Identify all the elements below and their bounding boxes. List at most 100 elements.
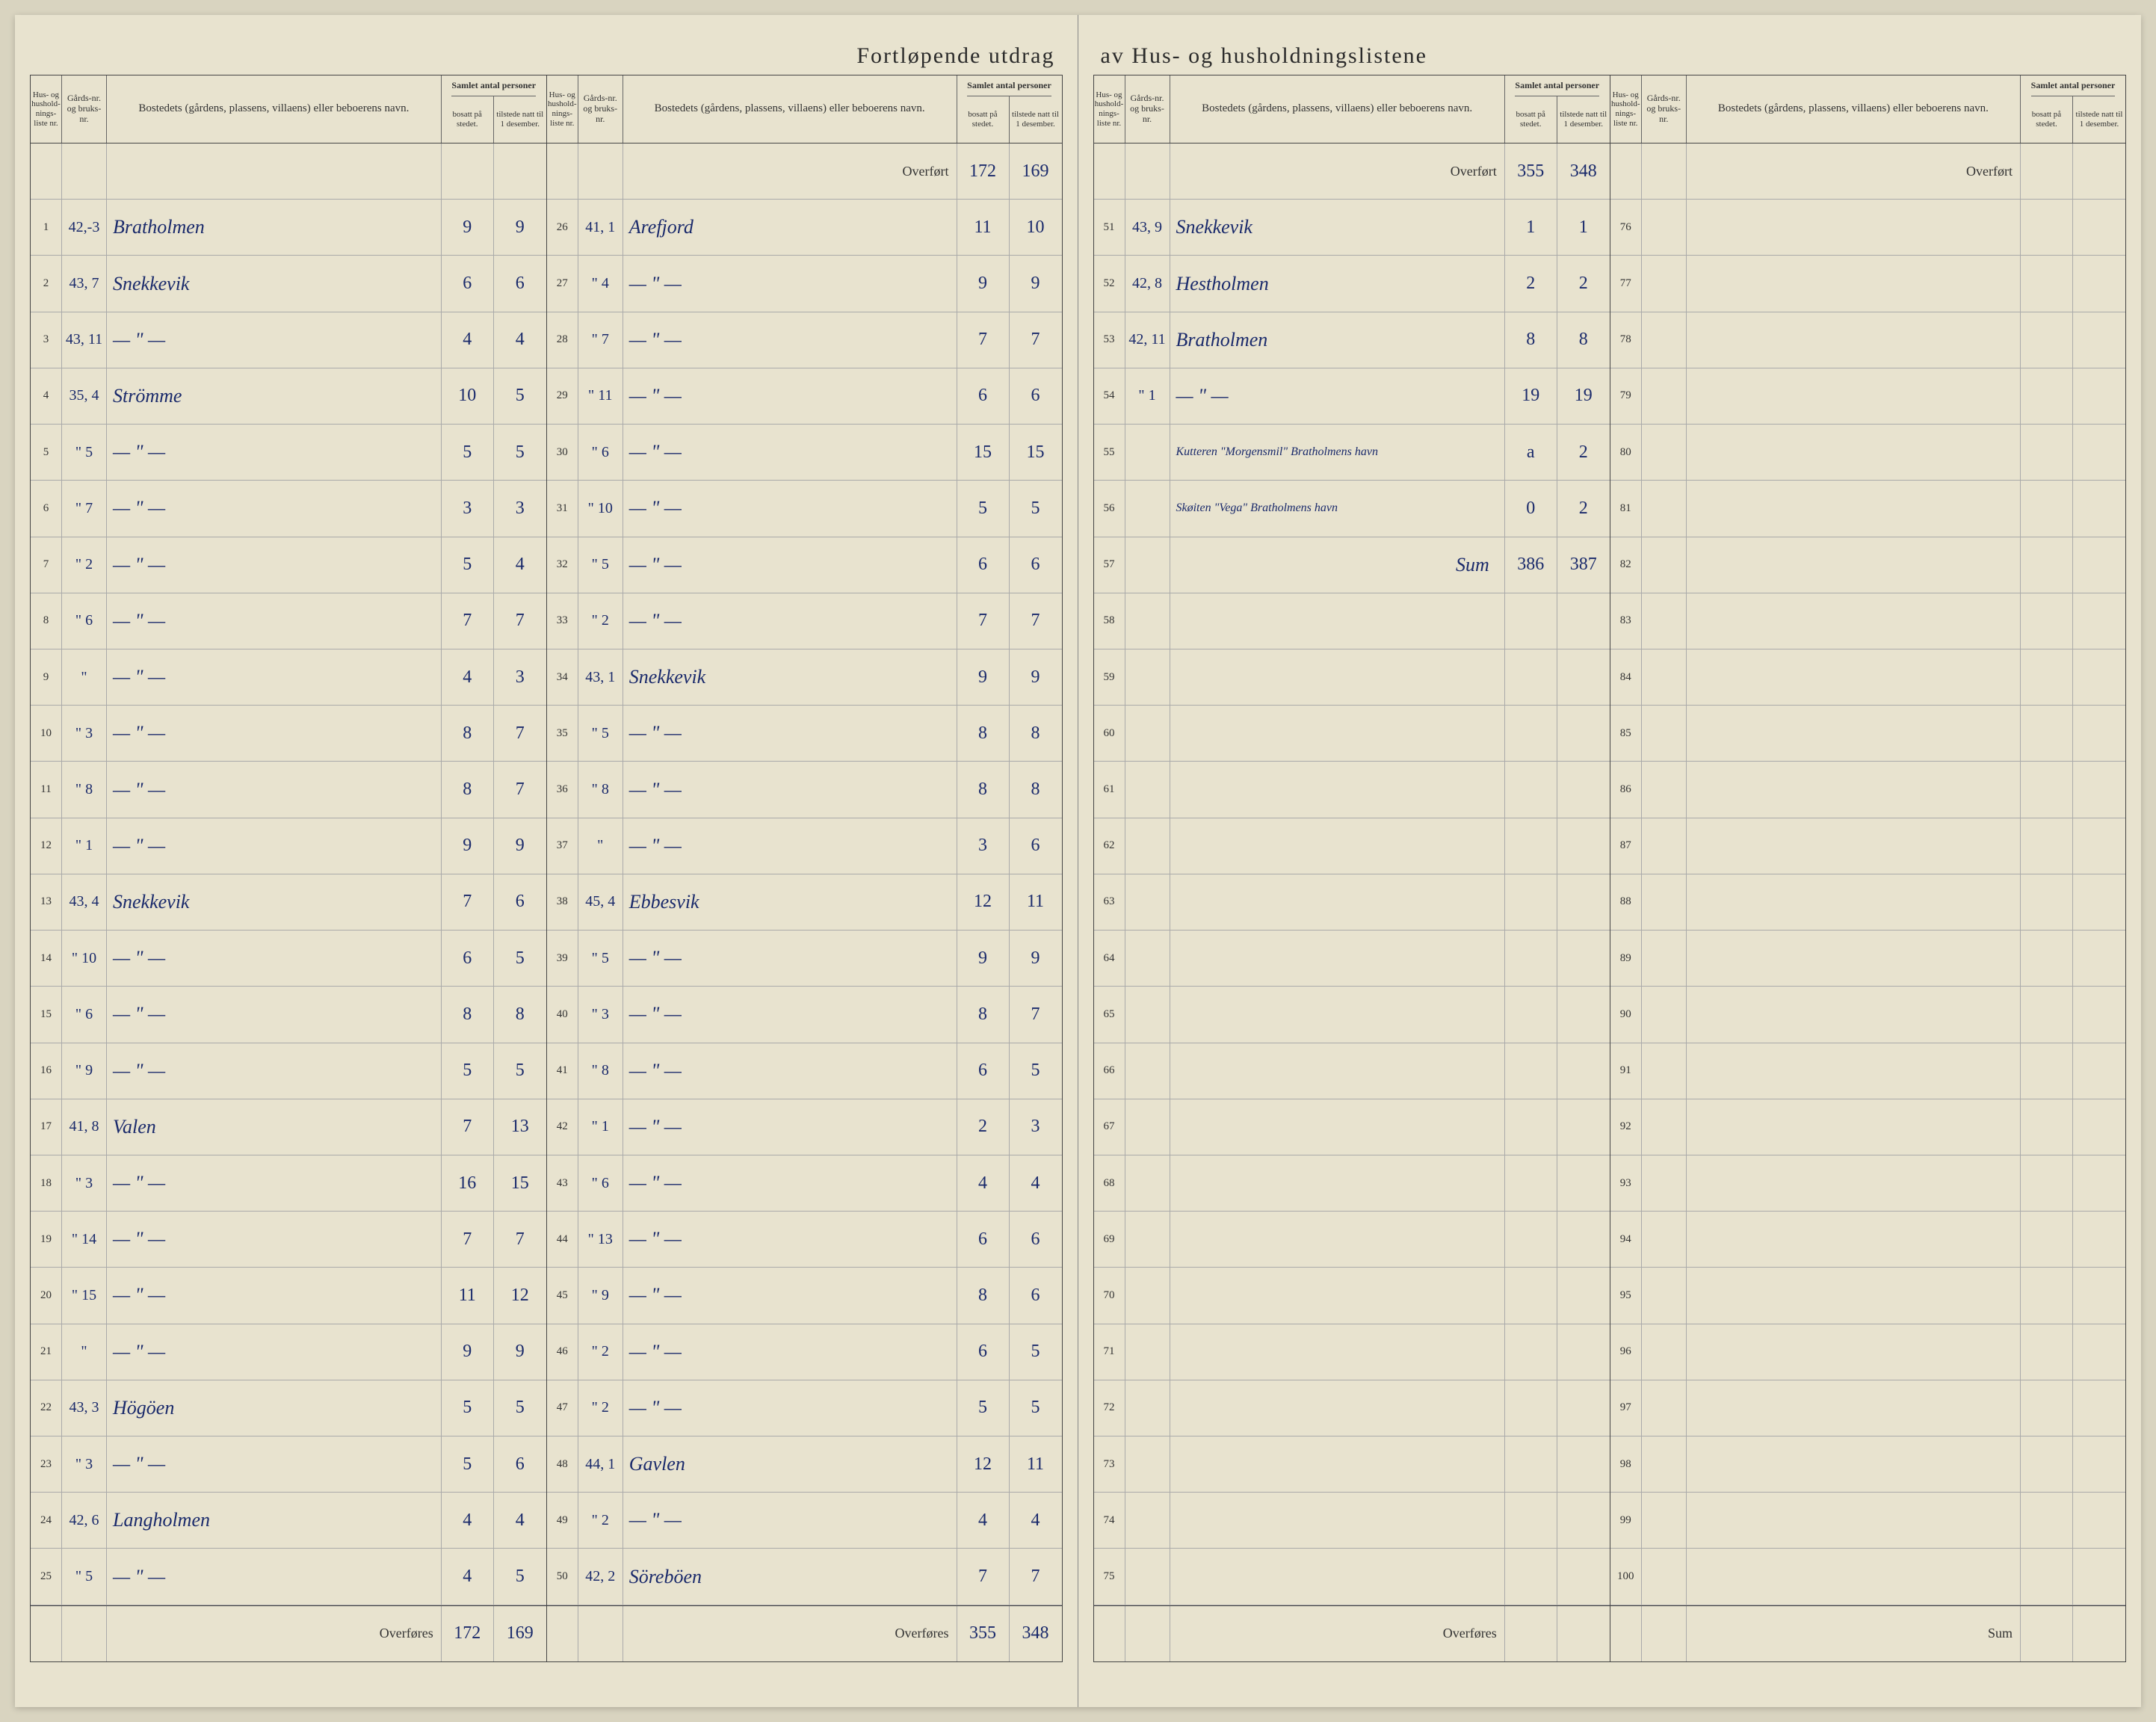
cell-bosatt: 2 bbox=[957, 1099, 1010, 1155]
cell-gard: " 9 bbox=[578, 1268, 623, 1323]
footer-bosatt: 172 bbox=[442, 1606, 494, 1661]
cell-gard: 45, 4 bbox=[578, 874, 623, 930]
cell-tilstede: 5 bbox=[494, 368, 546, 424]
footer-bosatt: 355 bbox=[957, 1606, 1010, 1661]
cell-liste: 31 bbox=[547, 481, 578, 536]
cell-bosatt bbox=[2021, 649, 2073, 705]
cell-navn: — " — bbox=[107, 1324, 442, 1380]
footer-tilstede bbox=[1557, 1606, 1610, 1661]
table-row: 92 bbox=[1610, 1099, 2125, 1155]
cell-bosatt bbox=[2021, 312, 2073, 368]
cell-tilstede: 2 bbox=[1557, 256, 1610, 311]
cell-liste: 87 bbox=[1610, 818, 1642, 874]
table-row: 1 42,-3 Bratholmen 9 9 bbox=[31, 200, 546, 256]
cell-navn: — " — bbox=[107, 481, 442, 536]
table-row: 66 bbox=[1094, 1043, 1610, 1099]
cell-navn: — " — bbox=[623, 1268, 957, 1323]
cell-gard: " 5 bbox=[62, 1549, 107, 1604]
cell-tilstede bbox=[2073, 1268, 2125, 1323]
cell-liste: 58 bbox=[1094, 593, 1125, 649]
header-antal: Samlet antal personer bosatt på stedet. … bbox=[2021, 75, 2125, 143]
cell-gard bbox=[1642, 1436, 1687, 1492]
overfort-tilstede bbox=[2073, 144, 2125, 199]
table-row: 74 bbox=[1094, 1493, 1610, 1549]
cell-tilstede: 3 bbox=[494, 649, 546, 705]
table-row: 45 " 9 — " — 8 6 bbox=[547, 1268, 1062, 1324]
table-row: 44 " 13 — " — 6 6 bbox=[547, 1212, 1062, 1268]
cell-gard bbox=[1125, 818, 1170, 874]
cell-tilstede: 7 bbox=[1010, 1549, 1062, 1604]
cell-liste: 2 bbox=[31, 256, 62, 311]
cell-liste: 76 bbox=[1610, 200, 1642, 255]
cell-navn: Valen bbox=[107, 1099, 442, 1155]
cell-liste: 82 bbox=[1610, 537, 1642, 593]
cell-bosatt bbox=[1505, 649, 1557, 705]
cell-tilstede bbox=[1557, 1324, 1610, 1380]
cell-bosatt: 4 bbox=[442, 649, 494, 705]
table-row: 56 Skøiten "Vega" Bratholmens havn 0 2 bbox=[1094, 481, 1610, 537]
table-row: 76 bbox=[1610, 200, 2125, 256]
rows-container: Overført 355 348 51 43, 9 Snekkevik 1 1 … bbox=[1094, 144, 1610, 1662]
cell-liste: 63 bbox=[1094, 874, 1125, 930]
cell-tilstede bbox=[1557, 1549, 1610, 1604]
cell-bosatt bbox=[1505, 1380, 1557, 1436]
table-row: 82 bbox=[1610, 537, 2125, 593]
cell-gard: " 6 bbox=[578, 425, 623, 480]
cell-navn: — " — bbox=[623, 1380, 957, 1436]
cell-navn bbox=[1170, 987, 1505, 1042]
cell-liste: 11 bbox=[31, 762, 62, 817]
cell-bosatt bbox=[1505, 931, 1557, 986]
cell-bosatt: 386 bbox=[1505, 537, 1557, 593]
footer-label: Sum bbox=[1687, 1606, 2021, 1661]
cell-gard: 41, 1 bbox=[578, 200, 623, 255]
cell-liste bbox=[1094, 144, 1125, 199]
cell-bosatt: 5 bbox=[957, 1380, 1010, 1436]
table-row: 22 43, 3 Högöen 5 5 bbox=[31, 1380, 546, 1436]
overfort-label: Overført bbox=[1687, 144, 2021, 199]
cell-tilstede bbox=[1557, 1268, 1610, 1323]
cell-liste: 86 bbox=[1610, 762, 1642, 817]
cell-liste: 81 bbox=[1610, 481, 1642, 536]
cell-gard bbox=[1125, 987, 1170, 1042]
cell-liste: 9 bbox=[31, 649, 62, 705]
cell-navn: Snekkevik bbox=[107, 256, 442, 311]
cell-navn: — " — bbox=[107, 931, 442, 986]
cell-bosatt: 6 bbox=[957, 537, 1010, 593]
table-row: 32 " 5 — " — 6 6 bbox=[547, 537, 1062, 593]
cell-tilstede: 4 bbox=[1010, 1493, 1062, 1548]
cell-liste: 44 bbox=[547, 1212, 578, 1267]
cell-gard: " bbox=[62, 1324, 107, 1380]
cell-liste: 85 bbox=[1610, 706, 1642, 761]
table-row: 36 " 8 — " — 8 8 bbox=[547, 762, 1062, 818]
cell-tilstede: 19 bbox=[1557, 368, 1610, 424]
table-row: 59 bbox=[1094, 649, 1610, 706]
cell-gard: " 7 bbox=[62, 481, 107, 536]
overfort-row: Overført bbox=[1610, 144, 2125, 200]
table-row: 83 bbox=[1610, 593, 2125, 649]
cell-tilstede bbox=[1557, 1155, 1610, 1211]
cell-navn bbox=[1170, 1043, 1505, 1099]
cell-navn bbox=[1687, 1493, 2021, 1548]
cell-liste: 13 bbox=[31, 874, 62, 930]
table-row: 13 43, 4 Snekkevik 7 6 bbox=[31, 874, 546, 931]
cell-gard: 41, 8 bbox=[62, 1099, 107, 1155]
cell-bosatt: 4 bbox=[957, 1155, 1010, 1211]
cell-liste: 93 bbox=[1610, 1155, 1642, 1211]
table-row: 29 " 11 — " — 6 6 bbox=[547, 368, 1062, 425]
cell-tilstede: 2 bbox=[1557, 481, 1610, 536]
cell-liste: 90 bbox=[1610, 987, 1642, 1042]
cell-liste: 52 bbox=[1094, 256, 1125, 311]
cell-bosatt bbox=[2021, 481, 2073, 536]
cell-gard bbox=[1642, 987, 1687, 1042]
cell-gard: " 2 bbox=[62, 537, 107, 593]
cell-bosatt bbox=[2021, 1380, 2073, 1436]
cell-gard bbox=[1642, 931, 1687, 986]
cell-tilstede bbox=[1557, 1436, 1610, 1492]
cell-liste: 30 bbox=[547, 425, 578, 480]
table-row: 97 bbox=[1610, 1380, 2125, 1436]
cell-bosatt: 7 bbox=[442, 1212, 494, 1267]
cell-gard bbox=[1125, 1493, 1170, 1548]
cell-navn: Sum bbox=[1170, 537, 1505, 593]
cell-bosatt: 6 bbox=[957, 1212, 1010, 1267]
cell-gard bbox=[1125, 481, 1170, 536]
